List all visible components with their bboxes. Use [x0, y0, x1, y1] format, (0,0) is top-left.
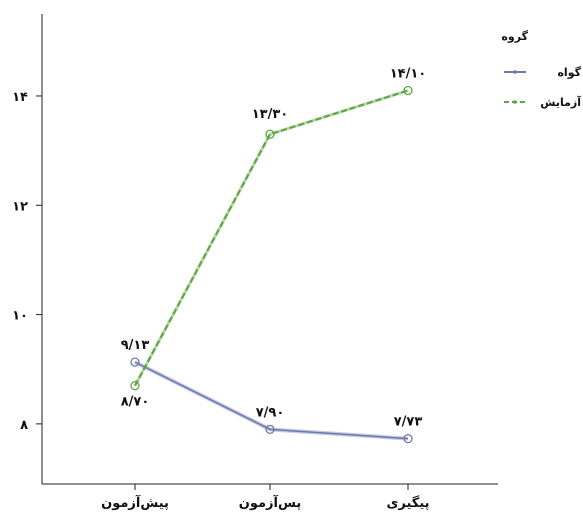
series-point	[265, 424, 275, 434]
chart-legend: گروه گواه آزمایش	[501, 30, 581, 109]
y-tick-label: ۱۲	[12, 199, 28, 214]
y-tick-label: ۸	[20, 418, 28, 433]
chart-series	[130, 85, 413, 444]
series-line-halo	[134, 360, 409, 441]
data-label: ۹/۱۳	[121, 338, 150, 353]
series-point	[265, 129, 275, 139]
chart-data-labels: ۹/۱۳ ۷/۹۰ ۷/۷۳ ۸/۷۰ ۱۳/۳۰ ۱۴/۱۰	[121, 67, 427, 430]
series-line-halo	[133, 89, 409, 387]
legend-marker	[513, 100, 517, 104]
series-point	[403, 85, 413, 96]
data-label: ۷/۷۳	[394, 415, 423, 430]
legend-label: گواه	[557, 66, 581, 79]
data-label: ۸/۷۰	[121, 395, 150, 410]
chart-axes: ۸ ۱۰ ۱۲ ۱۴ پیش‌آزمون پس‌آزمون پیگیری	[12, 14, 498, 511]
x-tick-label: پس‌آزمون	[239, 494, 302, 511]
series-point	[130, 357, 140, 367]
series-point	[403, 433, 413, 444]
x-tick-label: پیگیری	[386, 495, 429, 511]
series-line	[134, 361, 409, 440]
legend-marker	[513, 70, 517, 74]
data-label: ۱۴/۱۰	[390, 67, 427, 82]
data-label: ۱۳/۳۰	[252, 107, 289, 122]
series-point	[130, 380, 140, 391]
series-line	[134, 89, 409, 387]
data-label: ۷/۹۰	[256, 405, 285, 420]
legend-label: آزمایش	[540, 95, 581, 109]
y-tick-label: ۱۴	[12, 90, 28, 105]
x-tick-label: پیش‌آزمون	[101, 494, 169, 511]
y-tick-label: ۱۰	[12, 309, 28, 324]
legend-title: گروه	[501, 30, 528, 43]
